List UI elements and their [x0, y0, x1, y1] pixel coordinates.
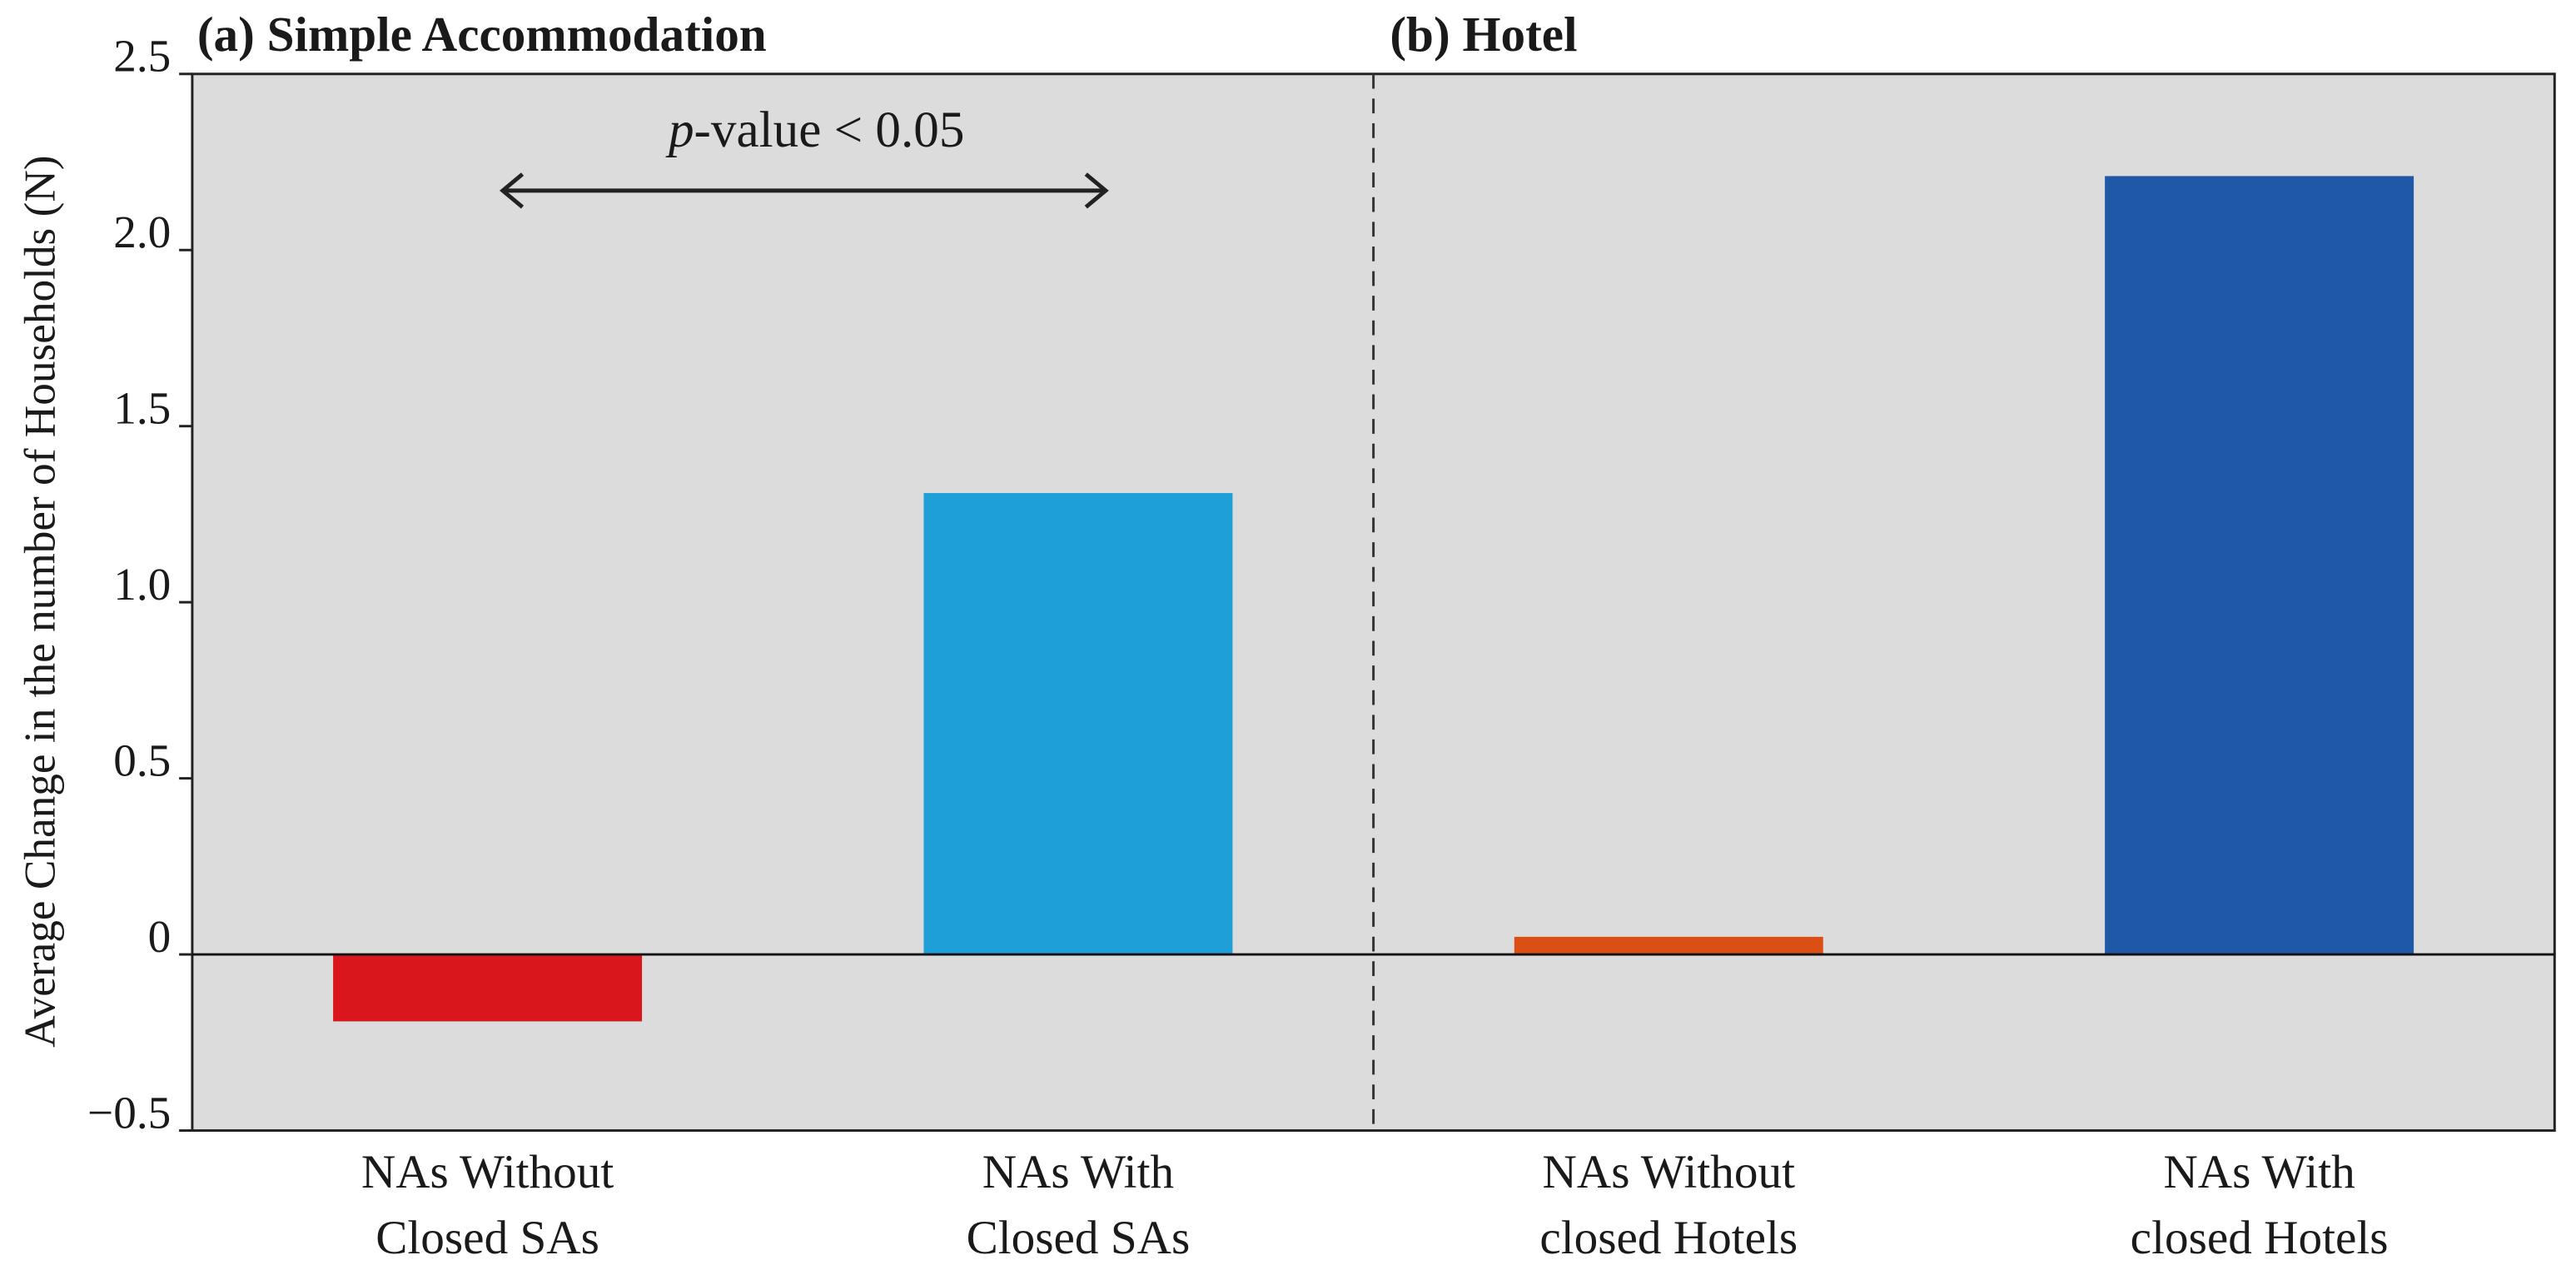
- significance-arrow: [499, 172, 1109, 209]
- x-tick-label: NAs With: [982, 1146, 1174, 1198]
- y-tick-label: 1.0: [113, 559, 171, 610]
- x-tick-label: Closed SAs: [967, 1212, 1191, 1264]
- annotation: p-value < 0.05: [665, 102, 964, 158]
- y-tick-label: 0: [148, 911, 172, 962]
- x-tick-label: NAs Without: [361, 1146, 614, 1198]
- x-tick-label: Closed SAs: [375, 1212, 599, 1264]
- bar: [923, 493, 1233, 955]
- x-tick-label: NAs Without: [1543, 1146, 1796, 1198]
- y-tick-label: 0.5: [113, 735, 171, 786]
- y-tick-label: −0.5: [87, 1087, 171, 1138]
- bar: [1514, 936, 1823, 955]
- x-tick-label: NAs With: [2163, 1146, 2355, 1198]
- y-tick-label: 2.0: [113, 207, 171, 257]
- panel-title: (a) Simple Accommodation: [197, 7, 767, 62]
- y-axis-label: Average Change in the number of Househol…: [16, 155, 65, 1047]
- panel-title: (b) Hotel: [1390, 7, 1577, 62]
- y-tick-label: 2.5: [113, 31, 171, 82]
- bar: [333, 954, 643, 1022]
- x-tick-label: closed Hotels: [2131, 1212, 2389, 1264]
- bar: [2105, 176, 2414, 955]
- y-tick-label: 1.5: [113, 383, 171, 434]
- x-tick-label: closed Hotels: [1539, 1212, 1798, 1264]
